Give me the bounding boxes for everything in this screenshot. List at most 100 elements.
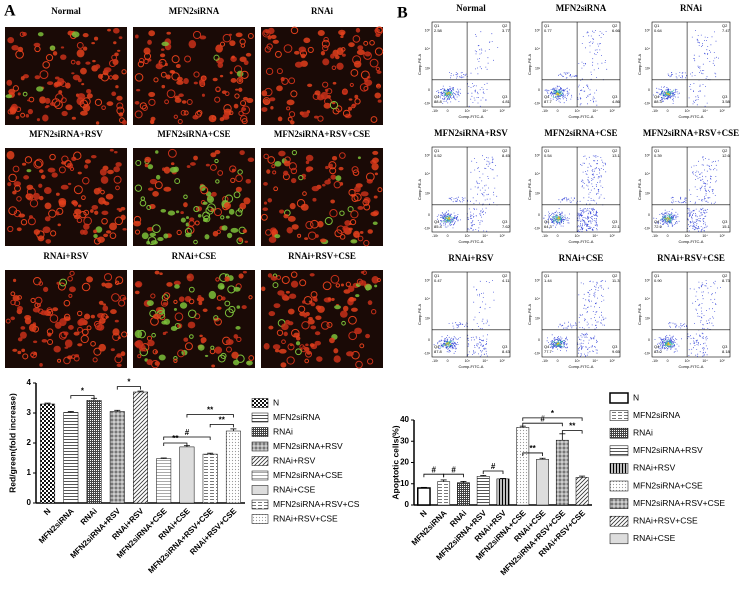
cell: [73, 202, 78, 207]
cell: [173, 356, 178, 361]
cell: [329, 167, 337, 175]
y-axis-label: Red/green(fold increase): [7, 393, 17, 493]
cell: [21, 162, 27, 166]
cell: [193, 239, 198, 245]
cell: [161, 294, 169, 302]
cell: [288, 111, 296, 118]
cell: [355, 360, 363, 369]
cell: [12, 295, 20, 301]
cell: [214, 346, 223, 354]
cell: [45, 54, 54, 62]
cell: [349, 82, 354, 87]
cell: [149, 309, 157, 318]
cell: [335, 175, 342, 181]
legend-label: N: [633, 392, 639, 402]
significance-label: #: [491, 462, 496, 471]
plot-frame: [431, 271, 511, 358]
quadrant-value: 9.65: [612, 349, 621, 354]
y-tick-label: 0: [538, 213, 540, 217]
cell: [71, 72, 75, 75]
cell: [63, 299, 71, 307]
cell: [86, 325, 92, 331]
cell: [224, 300, 231, 307]
y-tick-label: 10⁵: [645, 153, 651, 157]
cell: [93, 229, 98, 234]
cell: [152, 349, 158, 355]
cell: [348, 42, 355, 48]
cell: [303, 37, 311, 44]
cell: [372, 150, 379, 155]
cell: [95, 226, 103, 233]
cell: [150, 293, 156, 299]
cell: [147, 39, 152, 45]
cell: [173, 299, 178, 305]
cell: [141, 232, 149, 240]
cell: [232, 359, 240, 366]
x-axis-label: Comp-FITC-A: [459, 114, 484, 119]
cell: [85, 61, 91, 65]
cell: [295, 341, 301, 346]
y-axis-label: Apoptotic cells(%): [390, 425, 400, 499]
cell: [333, 355, 341, 363]
cell: [262, 97, 271, 105]
scatter-dots: [543, 155, 607, 232]
cell: [372, 157, 379, 164]
cell: [135, 34, 139, 39]
cell: [204, 234, 210, 240]
cell: [189, 217, 195, 222]
cell: [34, 75, 41, 80]
legend-swatch: [251, 499, 269, 510]
cell: [317, 220, 324, 228]
cell: [339, 234, 346, 240]
cell: [235, 174, 243, 183]
x-axis-label: Comp-FITC-A: [569, 239, 594, 244]
cell: [314, 298, 318, 302]
cell: [180, 110, 187, 116]
cell: [176, 80, 184, 85]
cell: [101, 217, 108, 225]
cell: [112, 328, 120, 336]
cell: [81, 83, 85, 86]
cell: [371, 276, 379, 284]
cell: [270, 34, 277, 39]
y-axis-label: Comp-PE-A: [417, 179, 422, 201]
cell: [115, 185, 120, 191]
cell: [276, 68, 283, 75]
quadrant-name: Q1: [544, 148, 550, 153]
cell: [114, 216, 124, 226]
legend-swatch: [609, 498, 629, 509]
cell: [199, 35, 207, 40]
quadrant-value: 85.4: [434, 224, 443, 229]
cell: [188, 298, 195, 305]
error-bar: [579, 475, 586, 478]
x-tick-label: 10³: [465, 359, 471, 363]
cell: [75, 60, 81, 66]
cell: [334, 305, 341, 310]
cell: [376, 83, 381, 89]
legend-swatch: [251, 412, 269, 423]
cell: [104, 282, 113, 289]
cell: [243, 60, 249, 66]
cell: [209, 163, 217, 171]
cell: [69, 286, 76, 293]
cell: [183, 202, 188, 208]
cell: [286, 106, 291, 111]
cell: [200, 339, 206, 344]
cell: [374, 284, 378, 288]
significance-bracket: [116, 386, 141, 390]
cell: [200, 75, 207, 82]
cell: [307, 46, 314, 53]
cell: [79, 210, 87, 219]
cell: [81, 282, 91, 292]
quadrant-name: Q1: [544, 23, 550, 28]
x-tick-label: -10³: [652, 234, 659, 238]
cell: [71, 156, 77, 161]
legend-label: MFN2siRNA+RSV: [633, 445, 703, 455]
x-tick-label: 10³: [685, 109, 691, 113]
cell: [303, 314, 308, 318]
cell: [90, 209, 94, 213]
cell: [12, 190, 17, 195]
cell: [262, 207, 269, 212]
x-tick-label: -10³: [542, 359, 549, 363]
cell: [20, 76, 25, 81]
